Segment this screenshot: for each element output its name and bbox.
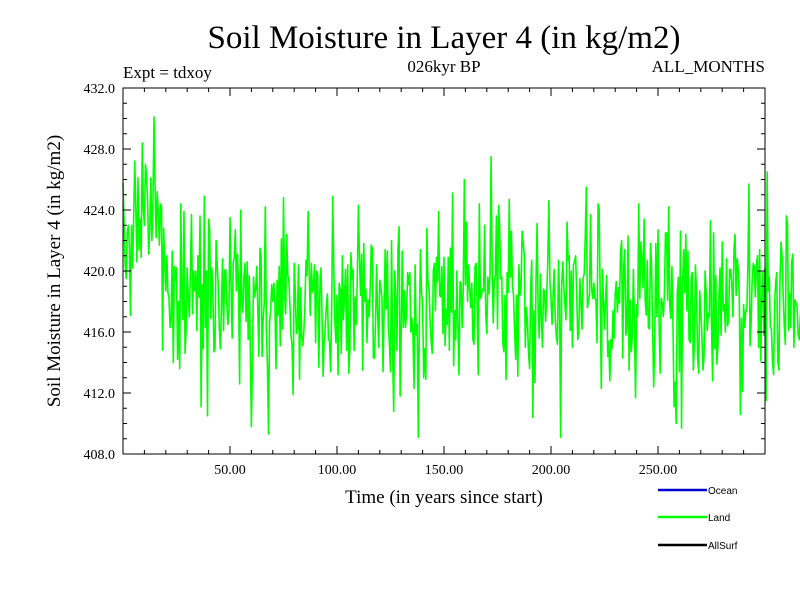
y-tick-label: 412.0	[84, 387, 116, 402]
series-line-land	[122, 116, 800, 439]
y-tick-label: 420.0	[84, 265, 116, 280]
y-tick-label: 424.0	[84, 204, 116, 219]
chart-subtitle-left: Expt = tdxoy	[123, 63, 212, 82]
legend-label-ocean: Ocean	[708, 486, 737, 497]
axis-ticks-group: 50.00 100.00 150.00 200.00 250.00 408.0 412.0 4…	[84, 82, 765, 478]
x-axis-label: Time (in years since start)	[345, 487, 543, 508]
plot-series-group	[122, 116, 800, 439]
chart-subtitle-right: ALL_MONTHS	[652, 57, 765, 76]
y-tick-label: 428.0	[84, 143, 116, 158]
y-tick-label: 408.0	[84, 448, 116, 463]
x-tick-label: 100.00	[318, 463, 357, 478]
y-tick-label: 432.0	[84, 82, 116, 97]
legend-label-allsurf: AllSurf	[708, 541, 738, 552]
x-tick-label: 50.00	[214, 463, 246, 478]
y-tick-label: 416.0	[84, 326, 116, 341]
x-tick-label: 150.00	[425, 463, 464, 478]
y-axis-label: Soil Moisture in Layer 4 (in kg/m2)	[44, 135, 65, 407]
legend: Ocean Land AllSurf	[658, 486, 738, 552]
chart-title: Soil Moisture in Layer 4 (in kg/m2)	[208, 20, 681, 56]
chart-subtitle-center: 026kyr BP	[407, 57, 480, 76]
legend-label-land: Land	[708, 513, 730, 524]
x-tick-label: 250.00	[639, 463, 678, 478]
x-tick-label: 200.00	[532, 463, 571, 478]
